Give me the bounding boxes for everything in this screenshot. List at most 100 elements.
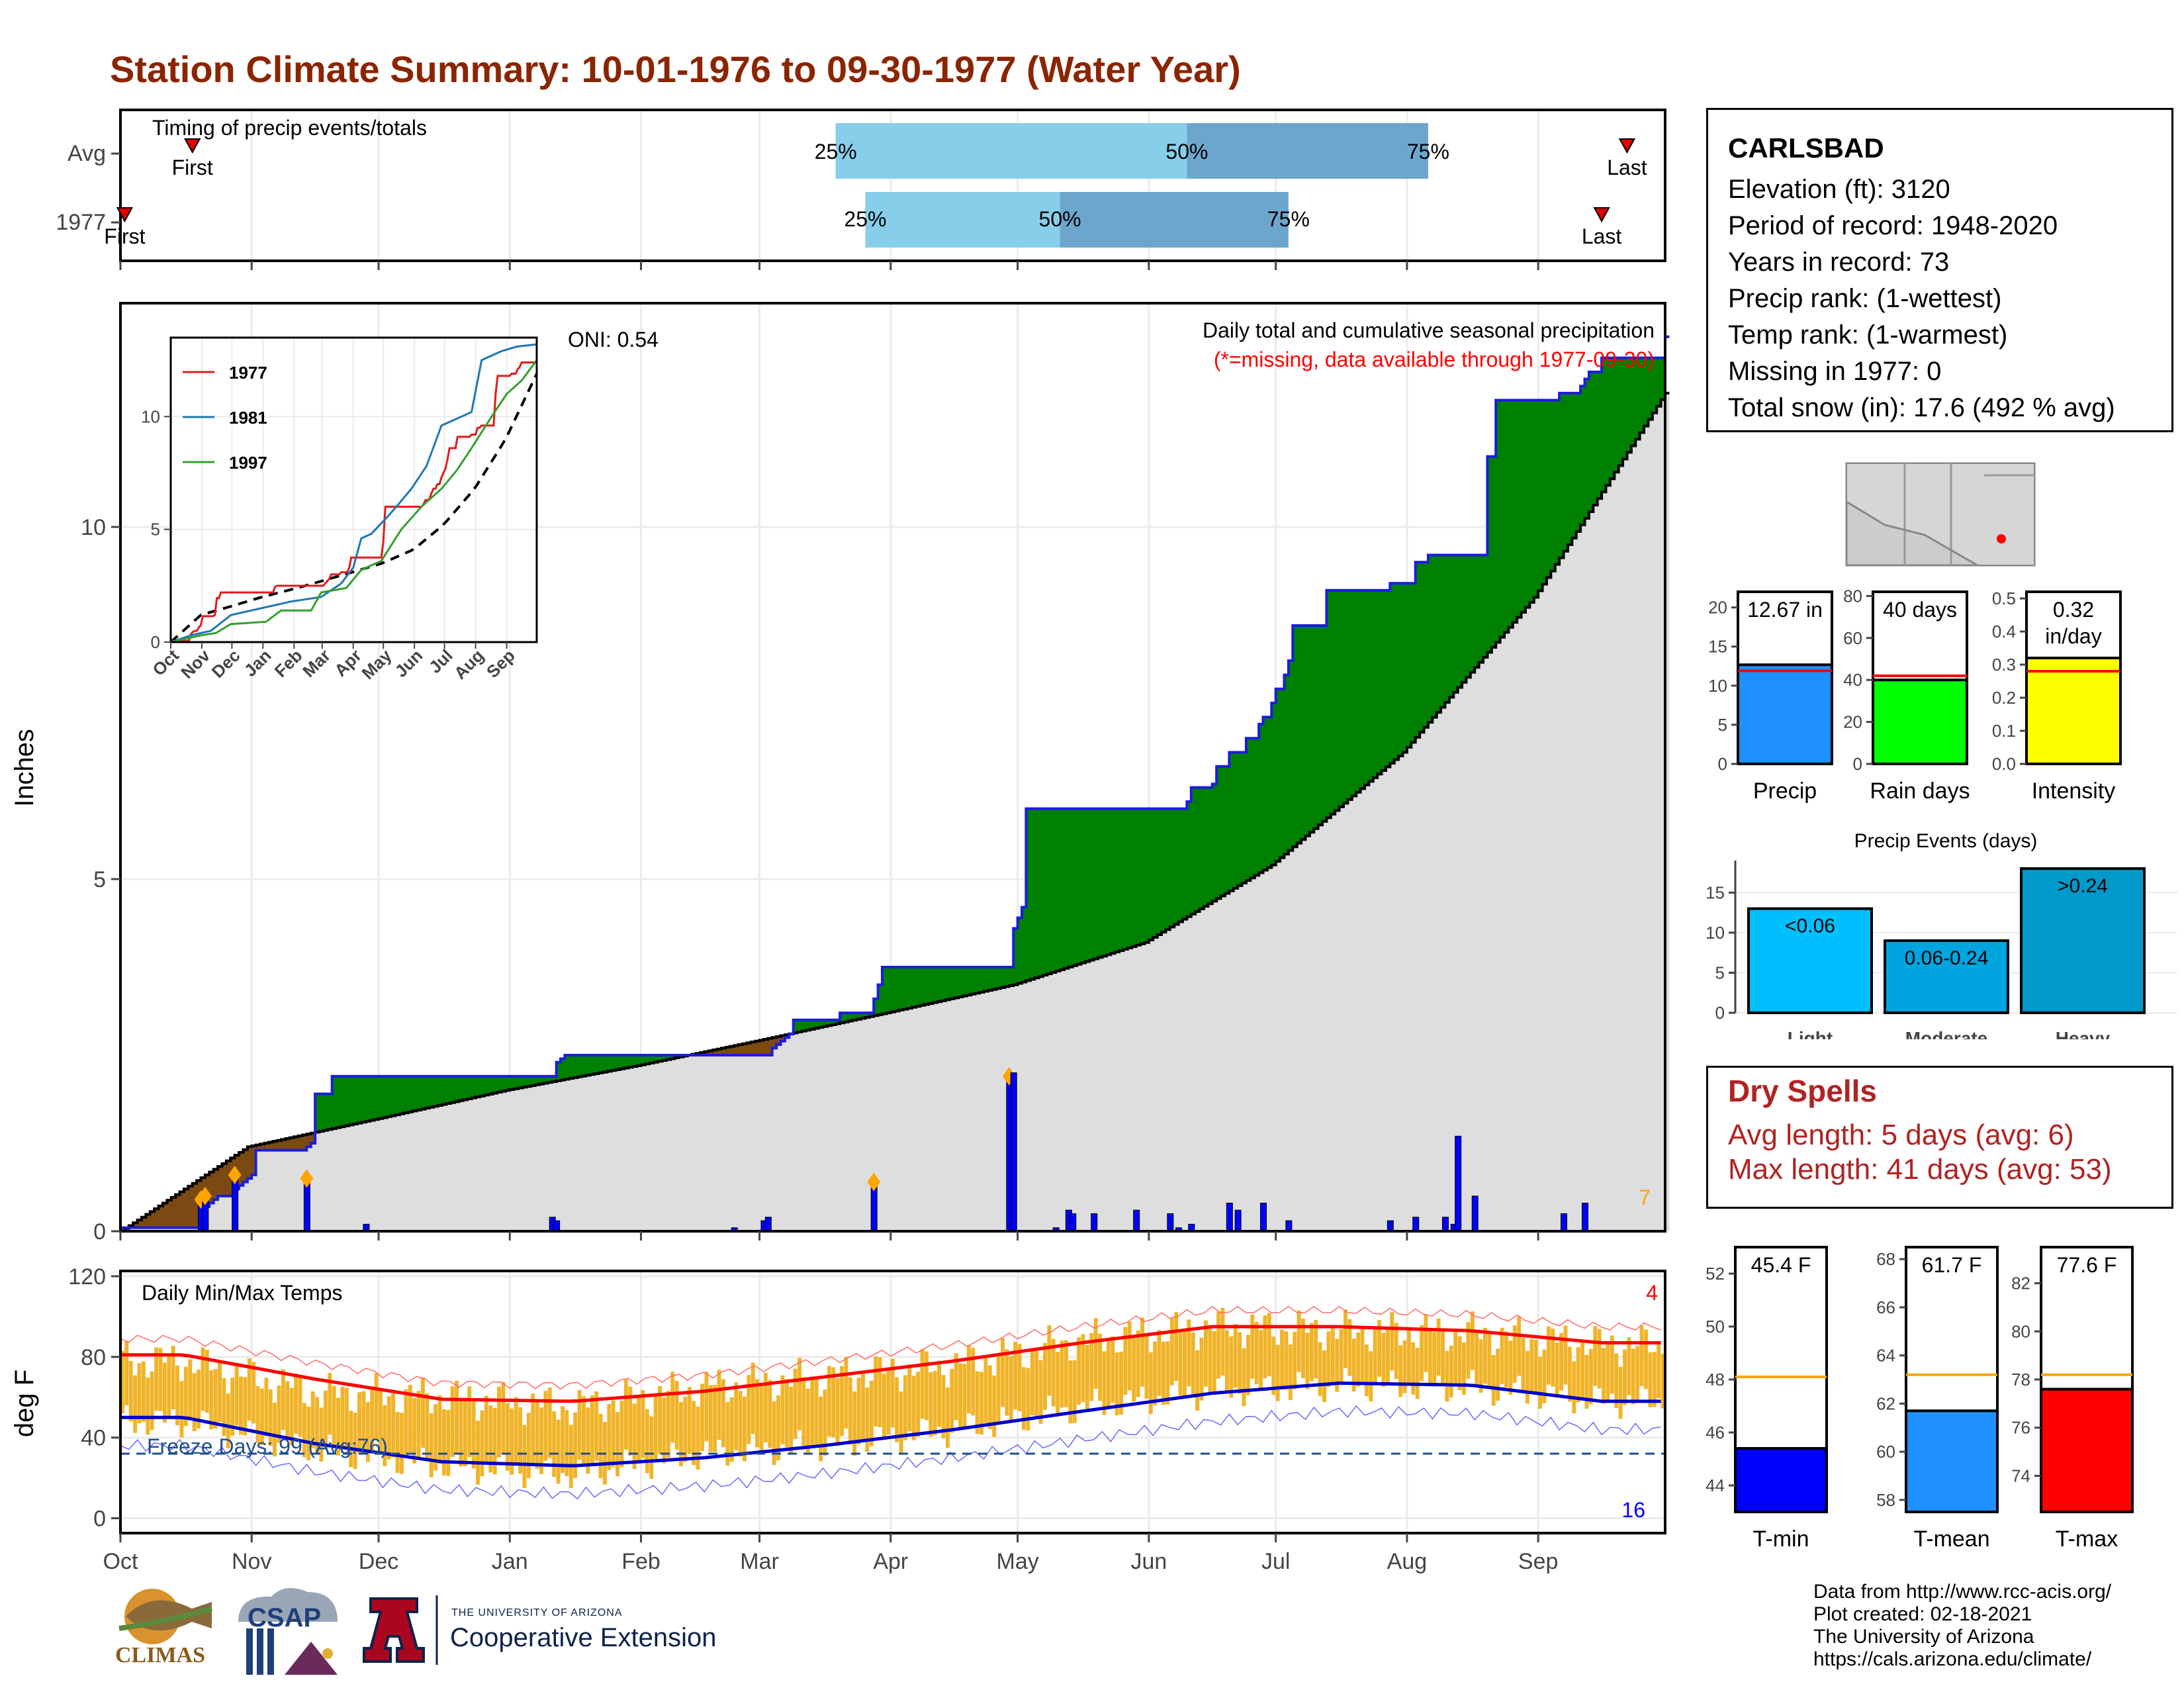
- surplus-fill: [1428, 555, 1433, 723]
- daily-temp-bar: [1284, 1331, 1289, 1390]
- tb-tmax-axis-label: T-max: [2056, 1526, 2118, 1552]
- surplus-fill: [556, 1062, 561, 1081]
- daily-temp-bar: [1242, 1348, 1246, 1407]
- daily-temp-bar: [1220, 1307, 1225, 1376]
- surplus-fill: [1580, 386, 1586, 525]
- daily-temp-bar: [852, 1391, 857, 1456]
- deficit-fill: [273, 1141, 278, 1150]
- daily-temp-bar: [505, 1403, 510, 1471]
- surplus-fill: [827, 1019, 832, 1026]
- daily-temp-bar: [924, 1351, 929, 1421]
- daily-temp-bar: [1347, 1319, 1352, 1376]
- surplus-fill: [1385, 590, 1390, 767]
- daily-temp-bar: [141, 1361, 146, 1422]
- surplus-fill: [793, 1019, 798, 1033]
- surplus-fill: [662, 1055, 667, 1060]
- surplus-fill: [619, 1055, 625, 1069]
- surplus-fill: [1305, 625, 1310, 836]
- surplus-fill: [831, 1019, 837, 1025]
- oni-value: ONI: 0.54: [568, 328, 659, 352]
- surplus-fill: [987, 967, 993, 991]
- daily-temp-bar: [1085, 1344, 1089, 1411]
- surplus-fill: [1271, 703, 1277, 865]
- surplus-fill: [1436, 555, 1441, 713]
- surplus-fill: [383, 1076, 388, 1118]
- daily-temp-bar: [1009, 1356, 1013, 1421]
- events-bar: [2020, 867, 2146, 1014]
- daily-temp-bar: [1377, 1320, 1382, 1377]
- surplus-fill: [1390, 583, 1395, 763]
- daily-temp-bar: [1119, 1351, 1124, 1415]
- main-ytick-label: 5: [93, 867, 106, 892]
- daily-temp-bar: [412, 1398, 417, 1464]
- deficit-fill: [222, 1163, 227, 1196]
- surplus-fill: [1229, 752, 1234, 891]
- daily-temp-bar: [1034, 1350, 1039, 1417]
- surplus-fill: [1119, 808, 1124, 951]
- deficit-fill: [158, 1205, 163, 1228]
- daily-precip-bar: [1412, 1217, 1420, 1232]
- surplus-fill: [1034, 808, 1040, 978]
- daily-temp-bar: [150, 1371, 154, 1430]
- deficit-fill: [188, 1186, 193, 1228]
- surplus-fill: [522, 1076, 527, 1088]
- surplus-fill: [1132, 808, 1137, 947]
- surplus-fill: [1144, 808, 1150, 943]
- daily-temp-bar: [1445, 1350, 1449, 1402]
- surplus-fill: [463, 1076, 468, 1100]
- surplus-fill: [1250, 738, 1255, 878]
- daily-temp-bar: [209, 1370, 214, 1430]
- surplus-fill: [1056, 808, 1061, 972]
- tb-tmax-ytick-label: 78: [2011, 1370, 2030, 1389]
- daily-temp-bar: [653, 1395, 658, 1462]
- avg-cumulative-area: [120, 393, 1670, 1231]
- daily-temp-bar: [234, 1364, 239, 1426]
- deficit-fill: [179, 1192, 185, 1228]
- daily-precip-bar: [1441, 1217, 1449, 1232]
- daily-temp-bar: [1022, 1367, 1026, 1430]
- surplus-fill: [1123, 808, 1128, 950]
- surplus-fill: [421, 1076, 426, 1109]
- record-min-line: [120, 1405, 1661, 1500]
- surplus-fill: [1157, 808, 1162, 935]
- inset-xtick-label: Feb: [271, 645, 306, 681]
- surplus-fill: [1115, 808, 1120, 953]
- temp-chart: Daily Min/Max Temps Freeze Days: 99 (Avg…: [10, 1264, 1666, 1574]
- daily-temp-bar: [1293, 1331, 1297, 1389]
- daily-temp-bar: [1238, 1332, 1242, 1394]
- daily-temp-bar: [1165, 1341, 1170, 1405]
- daily-temp-bar: [1475, 1330, 1479, 1385]
- daily-temp-bar: [772, 1401, 776, 1466]
- surplus-fill: [501, 1076, 506, 1092]
- daily-temp-bar: [721, 1379, 725, 1448]
- daily-temp-bar: [1280, 1329, 1284, 1389]
- daily-temp-bar: [1576, 1347, 1580, 1403]
- daily-temp-bar: [1060, 1340, 1064, 1408]
- climas-logo-text: CLIMAS: [115, 1643, 206, 1667]
- daily-temp-bar: [1420, 1325, 1424, 1382]
- daily-temp-bar: [328, 1373, 332, 1435]
- month-label: Apr: [873, 1549, 908, 1574]
- temp-ytick-label: 80: [81, 1345, 106, 1370]
- surplus-fill: [1356, 590, 1361, 792]
- daily-temp-bar: [607, 1404, 612, 1470]
- deficit-fill: [729, 1046, 735, 1055]
- daily-temp-bar: [230, 1378, 235, 1436]
- surplus-fill: [954, 967, 959, 998]
- daily-precip-bar: [1010, 1072, 1017, 1232]
- deficit-fill: [171, 1197, 176, 1228]
- tb-tmean-ytick-label: 62: [1876, 1393, 1895, 1413]
- sum-precip-axis-label: Precip: [1753, 778, 1817, 804]
- surplus-fill: [1639, 357, 1645, 433]
- temp-heading: Daily Min/Max Temps: [142, 1281, 342, 1305]
- daily-temp-bar: [522, 1425, 527, 1488]
- tb-tmin-ytick-label: 48: [1706, 1370, 1725, 1389]
- daily-temp-bar: [1153, 1341, 1158, 1405]
- daily-temp-bar: [725, 1401, 730, 1466]
- daily-temp-bar: [1424, 1314, 1428, 1372]
- daily-temp-bar: [658, 1385, 662, 1454]
- events-ytick-label: 10: [1706, 923, 1725, 943]
- daily-temp-bar: [387, 1396, 391, 1460]
- daily-temp-bar: [1335, 1338, 1340, 1392]
- surplus-fill: [886, 967, 891, 1013]
